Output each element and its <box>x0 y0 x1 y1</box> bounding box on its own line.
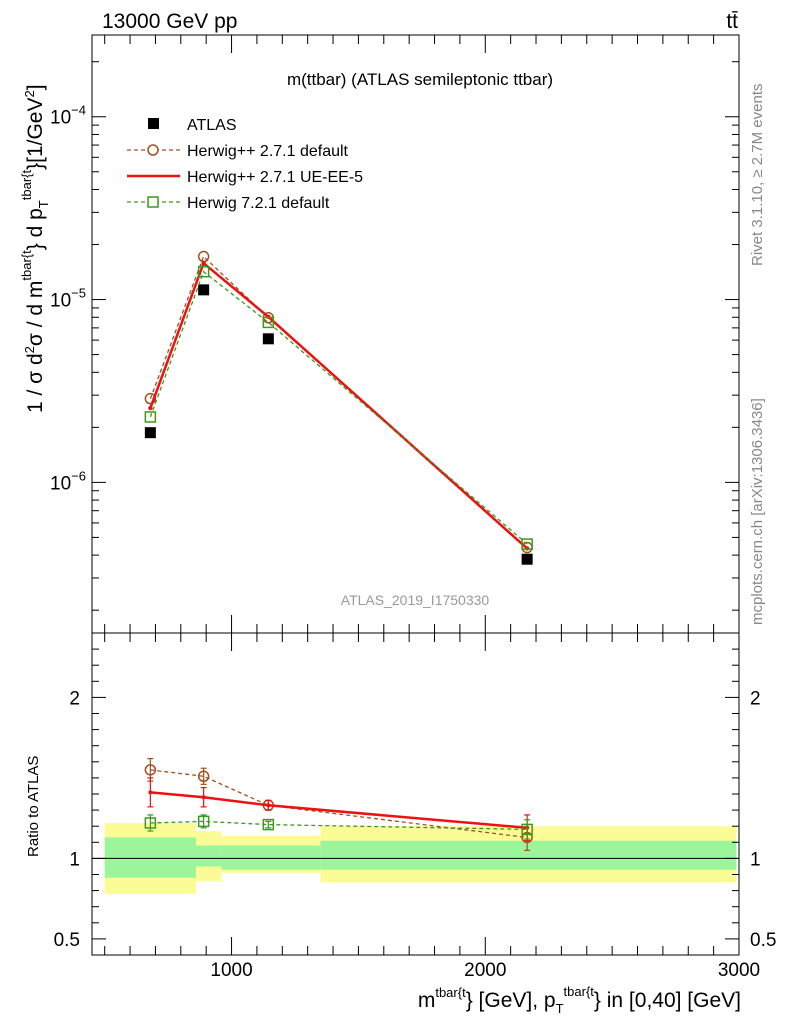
y-tick-label-exponent: −5 <box>71 286 86 301</box>
series-line-h721-default <box>149 270 528 545</box>
data-point-h271-default <box>197 250 210 263</box>
ratio-y-tick-label-right: 0.5 <box>750 930 776 951</box>
ratio-panel: 0.5 0.5 1 1 2 2 1000 2000 3000 Ratio to ATLAS mt… <box>25 632 776 1016</box>
series-line-h271-default <box>149 255 528 549</box>
rivet-version-label: Rivet 3.1.10, ≥ 2.7M events <box>749 84 766 267</box>
ratio-band-inner <box>196 845 222 867</box>
ratio-point-h721-default <box>521 823 533 836</box>
ratio-uncertainty-bands <box>104 822 737 894</box>
legend-label-atlas: ATLAS <box>187 117 237 134</box>
y-tick-label-mantissa: 10 <box>50 291 71 312</box>
legend-entry-herwigpp-default: Herwig++ 2.7.1 default <box>127 143 349 160</box>
data-point-h271-ueee5 <box>148 405 153 411</box>
legend-label-herwigpp-ueee5: Herwig++ 2.7.1 UE-EE-5 <box>187 169 363 186</box>
y-tick-label-exponent: −6 <box>71 468 86 483</box>
ratio-line-h271-default <box>150 769 528 839</box>
ratio-point-h721-default <box>144 817 157 829</box>
legend: ATLAS Herwig++ 2.7.1 default Herwig++ 2.… <box>127 117 363 212</box>
legend-entry-atlas: ATLAS <box>148 117 237 134</box>
ratio-y-tick-label: 1 <box>69 849 80 870</box>
data-point-h721-default <box>521 538 533 550</box>
ratio-plot-frame <box>91 632 740 956</box>
y-tick-label-mantissa: 10 <box>50 473 71 494</box>
legend-marker-herwig7-default <box>147 196 159 208</box>
legend-entry-herwig7-default: Herwig 7.2.1 default <box>127 195 330 212</box>
legend-entry-herwigpp-ueee5: Herwig++ 2.7.1 UE-EE-5 <box>127 169 363 186</box>
ratio-point-h271-ueee5 <box>201 795 206 800</box>
x-tick-label: 3000 <box>718 960 760 981</box>
ratio-band-inner <box>320 840 737 870</box>
ratio-point-h271-default <box>144 764 157 776</box>
ratio-axes: 0.5 0.5 1 1 2 2 1000 2000 3000 <box>54 633 776 981</box>
data-point-data <box>262 333 274 345</box>
y-tick-label: 10−4 <box>50 103 86 129</box>
collision-label: 13000 GeV pp <box>102 10 237 33</box>
ratio-y-tick-label-right: 1 <box>750 849 761 870</box>
ratio-y-axis-label: Ratio to ATLAS <box>25 756 42 857</box>
ratio-point-h721-default <box>197 815 210 828</box>
x-axis-label: mtbar{t} [GeV], pTtbar{t} in [0,40] [GeV… <box>418 984 741 1016</box>
data-point-data <box>521 553 533 565</box>
data-point-h721-default <box>262 316 275 329</box>
data-point-h271-default <box>144 392 157 405</box>
data-point-data <box>198 284 210 296</box>
y-tick-label: 10−6 <box>50 468 86 494</box>
y-tick-label-mantissa: 10 <box>50 108 71 129</box>
ratio-y-tick-label: 0.5 <box>54 930 80 951</box>
ratio-point-h271-ueee5 <box>266 803 271 808</box>
mcplots-label: mcplots.cern.ch [arXiv:1306.3436] <box>749 398 766 625</box>
data-point-h721-default <box>144 411 157 423</box>
data-point-data <box>144 427 156 439</box>
ratio-point-h271-default <box>197 770 210 783</box>
ratio-line-h721-default <box>150 820 528 831</box>
ratio-y-tick-label-right: 2 <box>750 688 761 709</box>
x-tick-label: 2000 <box>464 960 506 981</box>
y-tick-label: 10−5 <box>50 286 86 312</box>
legend-label-herwigpp-default: Herwig++ 2.7.1 default <box>187 143 349 160</box>
data-point-h721-default <box>197 265 210 278</box>
ratio-y-tick-label: 2 <box>69 688 80 709</box>
analysis-watermark: ATLAS_2019_I1750330 <box>341 592 490 608</box>
process-label: tt̄ <box>726 10 738 33</box>
chart-title: m(ttbar) (ATLAS semileptonic ttbar) <box>287 70 553 89</box>
y-axis-label: 1 / σ d2σ / d mtbar{t} d pTtbar{t}[1/GeV… <box>19 84 51 413</box>
ratio-line-h271-ueee5 <box>150 791 528 830</box>
main-axes: 10−610−510−4 <box>50 35 740 633</box>
legend-marker-herwigpp-default <box>147 144 159 156</box>
data-point-h271-ueee5 <box>201 261 206 266</box>
ratio-point-h271-ueee5 <box>148 790 153 795</box>
series-line-h271-ueee5 <box>149 261 528 550</box>
x-tick-label: 1000 <box>210 960 252 981</box>
legend-marker-atlas <box>148 118 159 129</box>
legend-label-herwig7-default: Herwig 7.2.1 default <box>187 195 330 212</box>
y-tick-label-exponent: −4 <box>71 103 86 118</box>
ratio-point-h721-default <box>262 818 275 831</box>
main-panel: 10−610−510−4 m(ttbar) (ATLAS semileptoni… <box>19 34 740 634</box>
ratio-band-inner <box>221 845 321 870</box>
ratio-series-layer <box>144 757 533 851</box>
ratio-band-inner <box>104 837 197 878</box>
main-series-layer <box>144 250 533 565</box>
